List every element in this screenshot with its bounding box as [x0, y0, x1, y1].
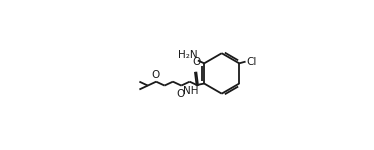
Text: Cl: Cl	[246, 57, 257, 67]
Text: NH: NH	[183, 86, 198, 96]
Text: O: O	[177, 89, 185, 99]
Text: O: O	[151, 70, 160, 80]
Text: H₂N: H₂N	[178, 50, 197, 60]
Text: O: O	[192, 57, 200, 67]
